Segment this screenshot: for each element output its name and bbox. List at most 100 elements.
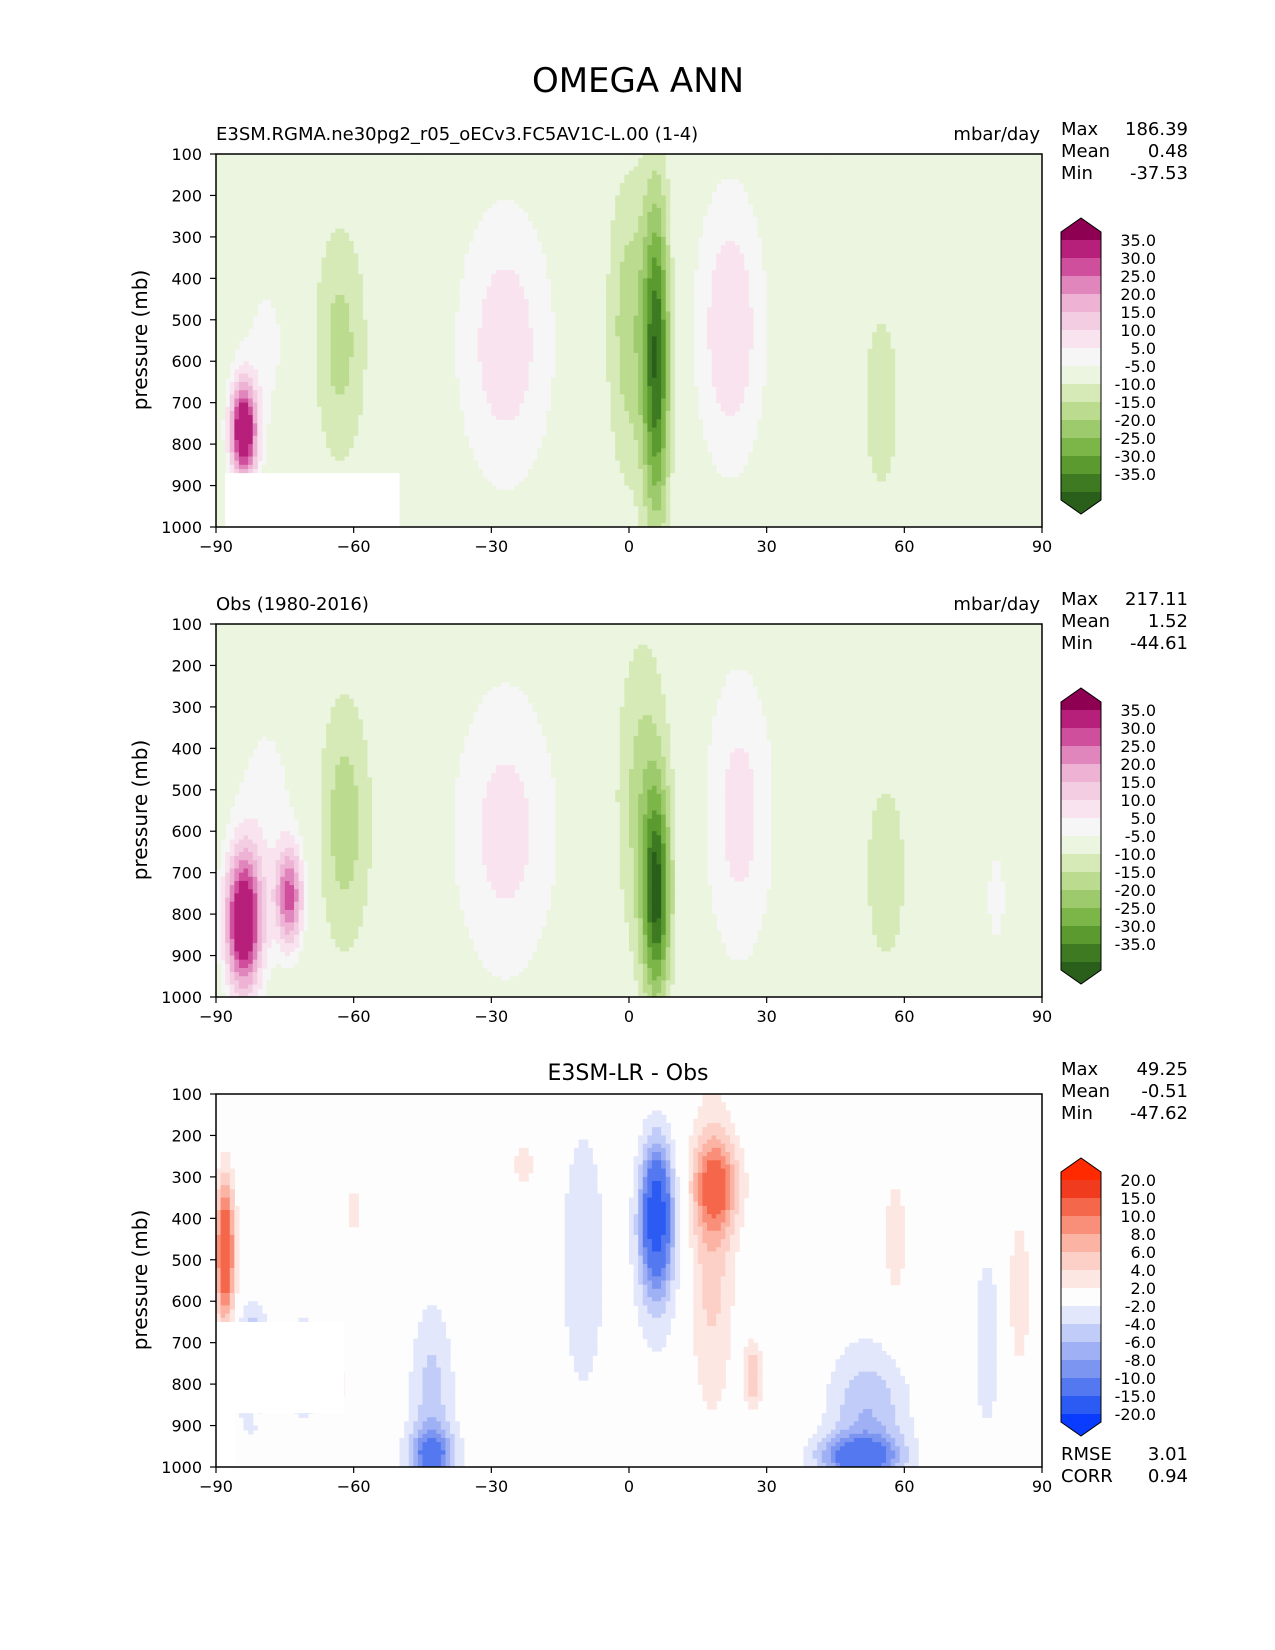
contour-cell xyxy=(358,162,364,168)
contour-cell xyxy=(1019,241,1025,246)
contour-cell xyxy=(583,187,589,192)
contour-cell xyxy=(514,278,520,284)
contour-cell xyxy=(349,232,355,238)
contour-cell xyxy=(670,245,676,250)
contour-cell xyxy=(528,158,534,163)
contour-cell xyxy=(762,216,768,221)
contour-cell xyxy=(1009,216,1016,221)
contour-cell xyxy=(1009,183,1016,188)
contour-cell xyxy=(546,224,552,230)
contour-cell xyxy=(372,232,378,238)
contour-cell xyxy=(459,191,465,197)
contour-cell xyxy=(647,191,653,197)
contour-cell xyxy=(890,270,896,275)
contour-cell xyxy=(844,212,850,217)
contour-cell xyxy=(596,216,603,221)
contour-cell xyxy=(941,199,947,205)
contour-cell xyxy=(1000,265,1006,271)
contour-cell xyxy=(537,166,543,172)
contour-cell xyxy=(266,228,272,234)
contour-cell xyxy=(840,187,846,192)
contour-cell xyxy=(280,203,286,209)
contour-cell xyxy=(739,174,745,180)
contour-cell xyxy=(963,253,970,259)
contour-cell xyxy=(716,265,722,271)
contour-cell xyxy=(996,257,1002,263)
contour-cell xyxy=(560,216,566,221)
contour-cell xyxy=(596,257,603,263)
contour-cell xyxy=(422,158,428,163)
contour-cell xyxy=(720,270,726,275)
contour-cell xyxy=(954,183,960,188)
contour-cell xyxy=(950,236,956,242)
contour-cell xyxy=(261,166,268,172)
contour-cell xyxy=(381,257,387,263)
contour-cell xyxy=(1000,253,1006,259)
contour-cell xyxy=(619,228,626,234)
contour-cell xyxy=(275,199,281,205)
contour-cell xyxy=(688,257,694,263)
contour-cell xyxy=(858,170,864,176)
contour-cell xyxy=(1028,257,1034,263)
contour-cell xyxy=(844,261,850,267)
contour-cell xyxy=(344,203,350,209)
contour-cell xyxy=(541,203,547,209)
contour-cell xyxy=(615,224,621,230)
contour-cell xyxy=(298,253,304,259)
contour-cell xyxy=(913,158,919,163)
contour-cell xyxy=(927,154,933,159)
contour-cell xyxy=(353,170,359,176)
contour-cell xyxy=(876,274,882,279)
contour-cell xyxy=(858,195,864,201)
contour-cell xyxy=(261,278,268,284)
contour-cell xyxy=(899,236,905,242)
contour-cell xyxy=(216,236,222,242)
contour-cell xyxy=(330,203,336,209)
contour-cell xyxy=(785,178,791,184)
contour-cell xyxy=(335,191,341,197)
contour-cell xyxy=(922,220,928,226)
contour-cell xyxy=(422,203,428,209)
contour-cell xyxy=(303,216,309,221)
contour-cell xyxy=(633,199,639,205)
contour-cell xyxy=(266,278,272,284)
contour-cell xyxy=(665,191,671,197)
contour-cell xyxy=(954,270,960,275)
contour-cell xyxy=(344,216,350,221)
contour-cell xyxy=(1014,249,1020,255)
contour-cell xyxy=(431,187,437,192)
contour-cell xyxy=(284,154,291,159)
contour-cell xyxy=(225,187,231,192)
contour-cell xyxy=(647,216,653,221)
contour-cell xyxy=(358,187,364,192)
contour-cell xyxy=(840,274,846,279)
contour-cell xyxy=(826,203,832,209)
contour-cell xyxy=(234,212,240,217)
contour-cell xyxy=(271,203,277,209)
contour-cell xyxy=(780,249,786,255)
contour-cell xyxy=(651,191,658,197)
contour-cell xyxy=(752,154,759,159)
contour-cell xyxy=(1005,236,1011,242)
contour-cell xyxy=(234,261,240,267)
contour-cell xyxy=(454,178,460,184)
contour-cell xyxy=(913,245,919,250)
contour-cell xyxy=(725,245,731,250)
contour-cell xyxy=(234,166,240,172)
contour-cell xyxy=(284,212,291,217)
contour-cell xyxy=(679,199,685,205)
contour-cell xyxy=(684,207,690,213)
contour-cell xyxy=(454,253,460,259)
contour-cell xyxy=(661,212,667,217)
stat-max-value-test: 186.39 xyxy=(1125,119,1188,140)
contour-cell xyxy=(670,274,676,279)
contour-cell xyxy=(358,158,364,163)
contour-cell xyxy=(550,270,557,275)
contour-cell xyxy=(918,245,924,250)
contour-cell xyxy=(257,174,263,180)
contour-cell xyxy=(381,199,387,205)
contour-cell xyxy=(220,207,226,213)
contour-cell xyxy=(349,241,355,246)
contour-cell xyxy=(238,187,245,192)
contour-cell xyxy=(413,183,419,188)
